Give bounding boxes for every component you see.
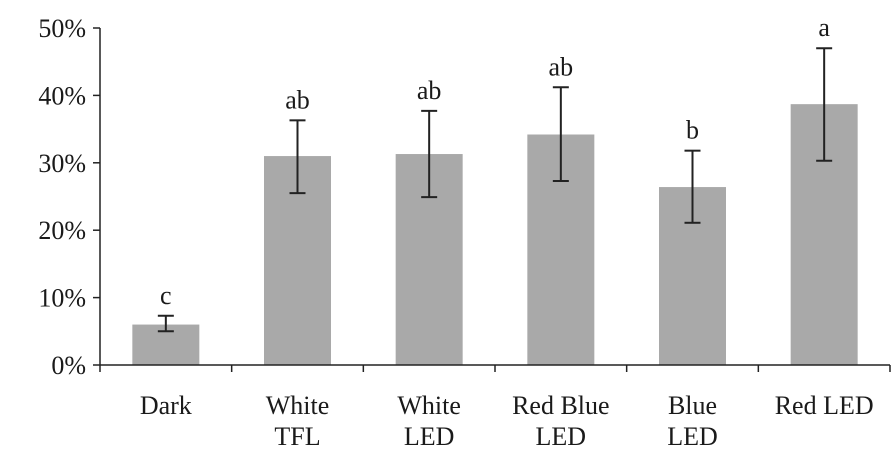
significance-label: c <box>160 281 172 310</box>
bars-group <box>132 104 858 366</box>
x-tick-label: Red LED <box>775 391 874 420</box>
y-tick-label: 0% <box>51 351 86 380</box>
significance-label: ab <box>417 76 442 105</box>
y-tick-label: 50% <box>38 14 86 43</box>
significance-label: ab <box>549 52 574 81</box>
x-tick-label: Blue LED <box>667 391 718 451</box>
x-tick-label: White TFL <box>266 391 330 451</box>
significance-label: a <box>818 13 830 42</box>
error-bars-group <box>157 47 833 333</box>
y-tick-label: 40% <box>38 81 86 110</box>
axes-group <box>93 27 891 372</box>
x-tick-label: Dark <box>140 391 192 420</box>
y-tick-label: 20% <box>38 216 86 245</box>
x-tick-label: Red Blue LED <box>512 391 610 451</box>
y-tick-label: 10% <box>38 284 86 313</box>
y-tick-label: 30% <box>38 149 86 178</box>
x-tick-label: White LED <box>397 391 461 451</box>
significance-label: ab <box>285 85 310 114</box>
significance-label: b <box>686 116 699 145</box>
